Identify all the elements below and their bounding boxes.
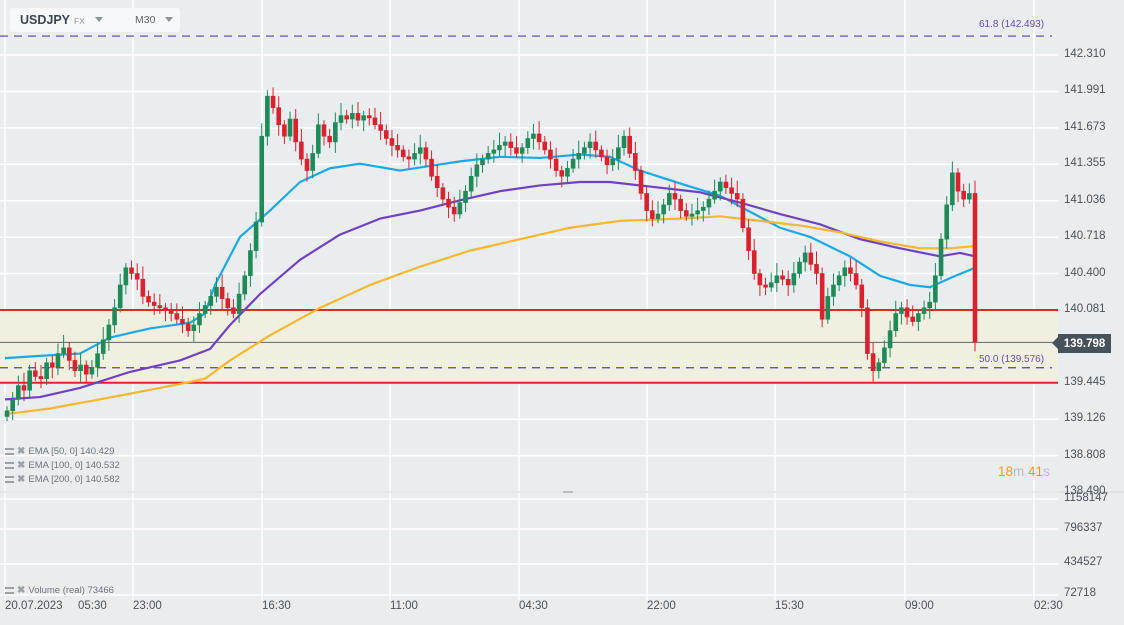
price-tick-label: 138.808 [1064,448,1106,461]
settings-lines-icon[interactable] [5,587,14,594]
price-tick-label: 141.673 [1064,120,1106,133]
time-tick-label: 04:30 [519,600,548,612]
timeframe-selector[interactable]: M30 [135,11,174,29]
time-tick-label: 05:30 [78,600,107,612]
volume-tick-label: 796337 [1064,522,1103,534]
price-tick-label: 138.490 [1064,485,1106,497]
price-tick-label: 141.036 [1064,193,1106,206]
ema100-label: EMA [100, 0] 140.532 [28,460,120,471]
timeframe-label: M30 [135,14,156,26]
ema200-label: EMA [200, 0] 140.582 [28,474,120,485]
candle-countdown: 18m 41s [998,464,1050,479]
time-tick-label: 16:30 [262,600,291,612]
legend-ema200[interactable]: ✖ EMA [200, 0] 140.582 [5,474,120,485]
pane-resize-handle[interactable] [563,491,573,493]
time-tick-label: 11:00 [390,600,418,612]
market-type: FX [74,16,85,26]
current-price-tag: 139.798 [1052,334,1111,353]
price-tick-label: 139.445 [1064,375,1106,388]
time-tick-label: 20.07.2023 [5,600,63,612]
price-tick-label: 140.081 [1064,302,1106,315]
legend-ema100[interactable]: ✖ EMA [100, 0] 140.532 [5,460,120,471]
price-tick-label: 139.126 [1064,412,1106,425]
volume-tick-label: 72718 [1064,587,1096,599]
price-tick-label: 142.310 [1064,48,1106,60]
legend-volume[interactable]: ✖ Volume (real) 73466 [5,585,114,596]
settings-lines-icon[interactable] [5,476,14,483]
remove-icon[interactable]: ✖ [17,585,26,596]
symbol-name: USDJPY [20,13,71,27]
time-tick-label: 09:00 [905,600,934,612]
symbol-selector[interactable]: USDJPY FX M30 [10,8,180,32]
price-tick-label: 141.355 [1064,157,1106,170]
fib-618-label: 61.8 (142.493) [979,19,1045,30]
time-tick-label: 22:00 [647,600,676,612]
symbol-dropdown-caret-icon[interactable] [94,16,103,22]
time-tick-label: 02:30 [1034,600,1063,612]
fib-50-label: 50.0 (139.576) [979,354,1045,365]
volume-tick-label: 1158147 [1064,492,1108,504]
timeframe-dropdown-caret-icon[interactable] [165,16,174,22]
time-tick-label: 23:00 [133,600,162,612]
ema50-label: EMA [50, 0] 140.429 [28,446,115,457]
volume-label: Volume (real) 73466 [28,585,114,596]
price-tick-label: 141.991 [1064,84,1106,97]
settings-lines-icon[interactable] [5,462,14,469]
time-tick-label: 15:30 [775,600,804,612]
remove-icon[interactable]: ✖ [17,446,26,457]
remove-icon[interactable]: ✖ [17,474,26,485]
settings-lines-icon[interactable] [5,448,14,455]
remove-icon[interactable]: ✖ [17,460,26,471]
price-tick-label: 140.400 [1064,266,1106,279]
volume-tick-label: 434527 [1064,556,1103,568]
legend-ema50[interactable]: ✖ EMA [50, 0] 140.429 [5,446,114,457]
price-tick-label: 140.718 [1064,230,1106,243]
